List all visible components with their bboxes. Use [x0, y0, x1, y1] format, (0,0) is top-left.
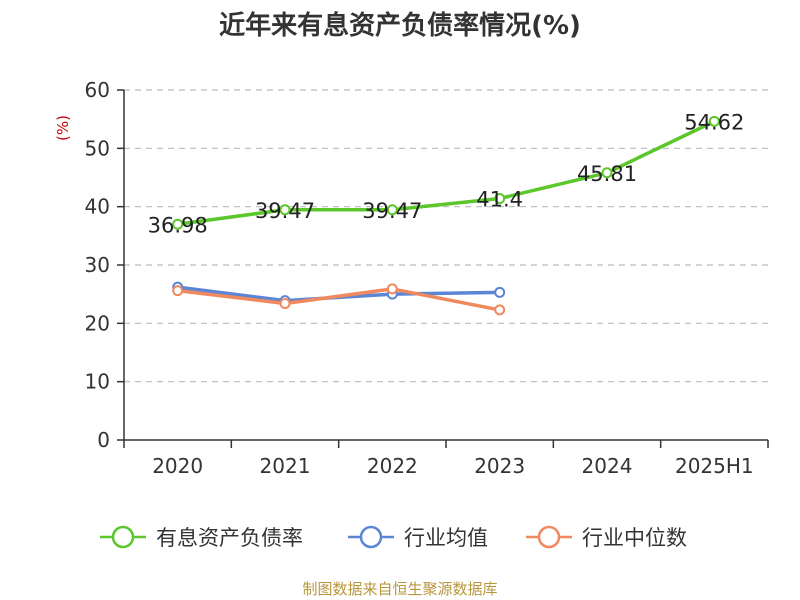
data-label: 39.47: [362, 199, 422, 223]
y-tick-label: 0: [97, 428, 110, 452]
data-point: [172, 285, 184, 297]
y-tick-label: 30: [85, 253, 110, 277]
series-layer: [172, 115, 720, 316]
x-tick-label: 2023: [474, 454, 525, 478]
legend-marker: [359, 525, 383, 549]
x-tick-label: 2025H1: [675, 454, 754, 478]
data-point: [708, 115, 720, 127]
data-label: 39.47: [255, 199, 315, 223]
data-label: 45.81: [577, 162, 637, 186]
legend: 有息资产负债率 行业均值 行业中位数: [100, 525, 687, 550]
y-tick-label: 10: [85, 370, 110, 394]
data-label: 36.98: [148, 213, 208, 237]
x-tick-label: 2020: [152, 454, 203, 478]
x-tick-label: 2024: [582, 454, 633, 478]
x-tick-label: 2021: [260, 454, 311, 478]
legend-label: 行业中位数: [582, 526, 687, 550]
series-line-0: [177, 119, 716, 227]
data-point: [172, 218, 184, 230]
axes: 0 10 20 30 40 50 60 2020 2021 2022 2023 2024 2025H1: [85, 78, 769, 478]
y-tick-label: 40: [85, 195, 110, 219]
data-point: [494, 304, 506, 316]
legend-label: 有息资产负债率: [156, 526, 303, 550]
y-axis-label: (%): [54, 115, 72, 141]
legend-marker: [111, 525, 135, 549]
data-point: [279, 298, 291, 309]
data-point: [494, 193, 506, 204]
x-tick-label: 2022: [367, 454, 418, 478]
series-line-1: [177, 285, 500, 303]
legend-item-0[interactable]: 有息资产负债率: [100, 525, 303, 550]
data-label: 54.62: [684, 110, 744, 134]
data-point: [601, 167, 613, 179]
legend-label: 行业均值: [404, 526, 488, 550]
legend-item-2[interactable]: 行业中位数: [526, 525, 687, 550]
source-note: 制图数据来自恒生聚源数据库: [302, 580, 497, 598]
data-labels: 36.98 39.47 39.47 41.4 45.81 54.62: [148, 110, 745, 237]
series-line-2: [177, 287, 501, 312]
data-point: [386, 283, 398, 295]
data-point: [494, 286, 506, 298]
data-label: 41.4: [476, 188, 523, 212]
chart-title: 近年来有息资产负债率情况(%): [219, 10, 581, 41]
data-point: [279, 204, 291, 216]
grid-lines: [124, 89, 768, 383]
data-point: [386, 204, 398, 216]
y-tick-label: 60: [85, 78, 110, 102]
legend-item-1[interactable]: 行业均值: [348, 525, 488, 550]
y-tick-label: 20: [85, 311, 110, 335]
y-tick-label: 50: [85, 136, 110, 160]
legend-marker: [537, 525, 561, 549]
